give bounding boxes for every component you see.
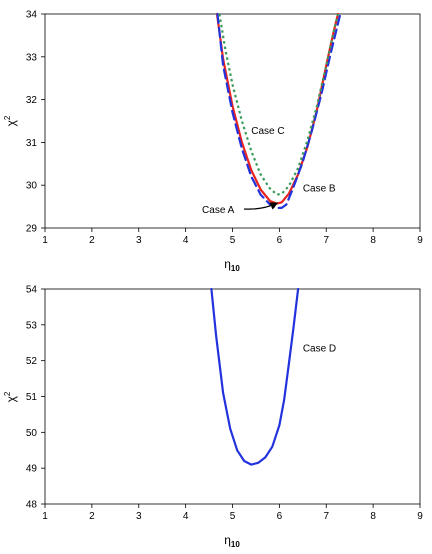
- x-axis-label-bottom: η10: [224, 533, 240, 549]
- series-group-top: [215, 12, 342, 209]
- y-tick-label-29: 29: [26, 224, 38, 235]
- x-tick-label-8: 8: [370, 235, 376, 246]
- x-tick-label-5: 5: [230, 235, 236, 246]
- x-tick-label-6: 6: [277, 235, 283, 246]
- y-tick-label-34: 34: [26, 10, 38, 21]
- series-group-bottom: [210, 287, 300, 466]
- x-tick-label-3: 3: [136, 511, 142, 522]
- y-axis-label-top: χ2: [3, 115, 18, 126]
- annotations-top: Case C Case B Case A: [202, 126, 336, 216]
- y-tick-label-32: 32: [26, 95, 38, 106]
- series-line-case-d: [210, 287, 300, 466]
- x-tick-label-1: 1: [42, 511, 48, 522]
- x-tick-label-2: 2: [89, 511, 95, 522]
- x-tick-label-3: 3: [136, 235, 142, 246]
- annotation-case-d: Case D: [303, 344, 336, 355]
- x-tick-label-4: 4: [183, 511, 189, 522]
- plot-frame-bottom: [44, 288, 421, 505]
- x-tick-label-1: 1: [42, 235, 48, 246]
- x-tick-label-9: 9: [417, 235, 423, 246]
- annotations-bottom: Case D: [303, 344, 336, 355]
- x-tick-label-9: 9: [417, 511, 423, 522]
- x-tick-label-8: 8: [370, 511, 376, 522]
- y-tick-label-30: 30: [26, 181, 38, 192]
- annotation-case-c: Case C: [251, 126, 284, 137]
- series-line-case-c: [218, 13, 340, 196]
- plot-frame-top: [44, 13, 421, 229]
- y-axis-label-bottom: χ2: [3, 391, 18, 402]
- annotation-case-b: Case B: [303, 184, 336, 195]
- y-tick-label-48: 48: [26, 500, 38, 511]
- y-axis-ticks-top: 29 30 31 32 33 34: [26, 10, 45, 235]
- y-tick-label-54: 54: [26, 285, 38, 296]
- y-tick-label-31: 31: [26, 138, 38, 149]
- x-tick-label-4: 4: [183, 235, 189, 246]
- x-axis-ticks-top: 1 2 3 4 5 6 7 8 9: [42, 228, 423, 246]
- y-tick-label-33: 33: [26, 52, 38, 63]
- x-axis-label-top: η10: [224, 257, 240, 273]
- y-tick-label-51: 51: [26, 392, 38, 403]
- series-line-case-b: [216, 12, 342, 209]
- x-tick-label-6: 6: [277, 511, 283, 522]
- y-tick-label-50: 50: [26, 428, 38, 439]
- chart-bottom: 1 2 3 4 5 6 7 8 9 48 49 50 51 52 53 54 Case D η10 χ2: [3, 285, 423, 550]
- y-tick-label-49: 49: [26, 464, 38, 475]
- x-tick-label-7: 7: [323, 235, 329, 246]
- x-axis-ticks-bottom: 1 2 3 4 5 6 7 8 9: [42, 504, 423, 522]
- series-line-case-a: [215, 12, 340, 205]
- x-tick-label-5: 5: [230, 511, 236, 522]
- y-tick-label-52: 52: [26, 356, 38, 367]
- y-axis-ticks-bottom: 48 49 50 51 52 53 54: [26, 285, 45, 511]
- annotation-case-a: Case A: [202, 205, 235, 216]
- x-tick-label-2: 2: [89, 235, 95, 246]
- y-tick-label-53: 53: [26, 320, 38, 331]
- annotation-arrow-case-a: [243, 202, 279, 210]
- x-tick-label-7: 7: [323, 511, 329, 522]
